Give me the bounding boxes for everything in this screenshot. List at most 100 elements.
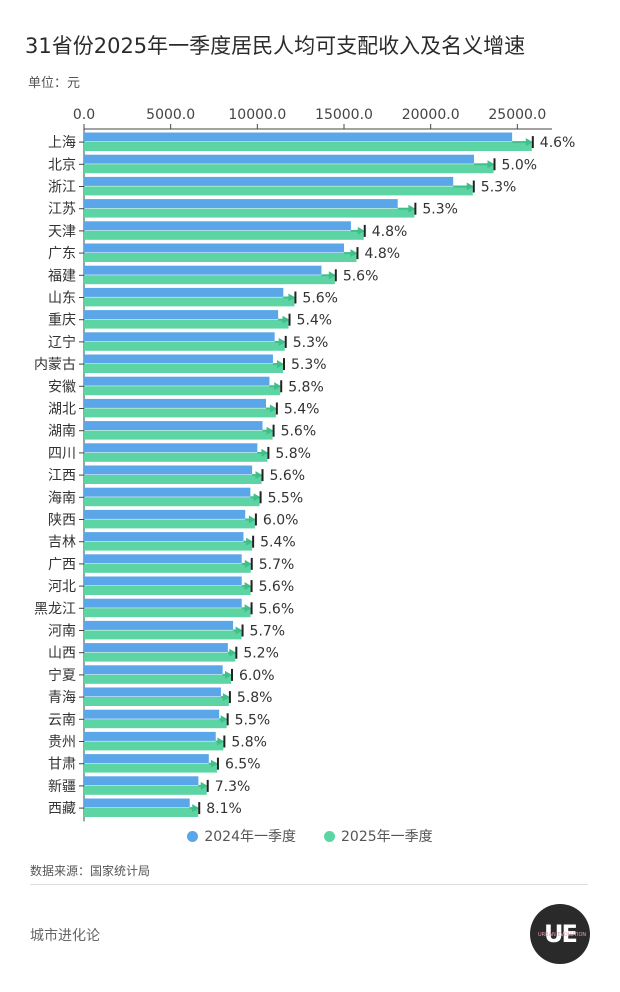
growth-arrow-head [244,559,252,568]
growth-arrow-head [248,515,256,524]
growth-label: 5.8% [288,379,324,395]
bar-2025 [84,808,199,817]
legend-swatch-2025 [324,830,335,842]
bar-2024 [84,132,513,142]
legend-item-2025[interactable]: 2025年一季度 [324,826,433,846]
growth-arrow-head [217,737,225,746]
growth-arrow-head [328,271,336,280]
brand-name: 城市进化论 [30,928,100,944]
bar-2024 [84,465,253,475]
category-label: 吉林 [48,535,76,551]
bar-2025 [84,452,268,462]
bar-2025 [84,697,229,706]
category-label: 山西 [48,646,76,662]
category-label: 四川 [48,446,76,462]
bar-2024 [84,443,258,453]
category-label: 贵州 [48,735,76,751]
category-label: 河南 [48,624,76,640]
logo-subtext: URBAN EVOLUTION [538,932,587,938]
growth-label: 5.5% [235,712,271,728]
bar-2025 [84,319,289,329]
category-label: 新疆 [48,779,76,795]
growth-label: 5.8% [275,446,311,462]
growth-label: 4.6% [540,135,576,151]
growth-arrow-head [220,715,228,724]
bar-2025 [84,741,224,751]
bar-2025 [84,630,242,640]
bar-2024 [84,310,279,320]
growth-label: 5.0% [502,157,538,173]
growth-label: 8.1% [206,801,242,817]
bar-2025 [84,364,283,373]
growth-label: 6.0% [239,668,275,684]
growth-arrow-head [229,648,237,657]
bar-2024 [84,354,273,364]
growth-label: 6.5% [225,757,261,773]
bar-2024 [84,576,242,586]
bar-2025 [84,142,532,151]
growth-label: 4.8% [372,224,408,240]
x-tick-label: 25000.0 [488,107,546,123]
brand-logo: UE URBAN EVOLUTION [530,904,590,964]
growth-arrow-head [222,693,230,702]
bar-2024 [84,709,220,719]
bar-2025 [84,164,494,174]
category-label: 天津 [48,224,76,240]
growth-arrow-head [244,604,252,613]
chart-title: 31省份2025年一季度居民人均可支配收入及名义增速 [25,34,526,58]
growth-arrow-head [350,249,358,258]
bar-2025 [84,519,255,529]
bar-2024 [84,265,322,275]
growth-arrow-head [253,493,261,502]
growth-arrow-head [255,471,263,480]
footer-divider [30,884,588,885]
growth-arrow-head [200,781,208,790]
x-tick-label: 20000.0 [402,107,460,123]
growth-label: 5.3% [422,202,458,218]
growth-label: 5.7% [259,557,295,573]
category-label: 江西 [48,468,76,484]
category-label: 甘肃 [48,757,76,773]
growth-arrow-head [274,382,282,391]
legend: 2024年一季度 2025年一季度 [0,826,620,846]
growth-label: 4.8% [364,246,400,262]
category-label: 青海 [48,690,76,706]
growth-arrow-head [408,204,416,213]
growth-label: 6.0% [263,513,299,529]
growth-arrow-head [466,182,474,191]
bar-2024 [84,798,190,808]
category-label: 西藏 [48,801,76,817]
growth-label: 5.8% [231,735,267,751]
bar-2025 [84,408,276,418]
x-tick-label: 15000.0 [315,107,373,123]
x-tick-label: 5000.0 [146,107,195,123]
bar-2024 [84,376,270,386]
category-label: 辽宁 [48,334,76,351]
category-label: 海南 [48,490,76,506]
growth-arrow-head [269,404,277,413]
bar-2024 [84,487,251,497]
bar-chart: 0.0 5000.0 10000.0 15000.0 20000.0 25000.0 上海 4… [34,107,576,822]
bar-2025 [84,275,335,285]
growth-label: 5.4% [284,402,320,418]
bar-2025 [84,341,285,351]
bar-2024 [84,643,228,653]
legend-item-2024[interactable]: 2024年一季度 [187,826,296,846]
category-label: 广东 [48,246,76,262]
legend-label-2024: 2024年一季度 [204,829,296,845]
bar-2025 [84,186,473,196]
category-label: 江苏 [48,202,76,218]
bar-2024 [84,199,398,209]
bar-2024 [84,398,266,408]
category-label: 山东 [48,291,76,307]
bar-2025 [84,253,357,262]
growth-arrow-head [276,360,284,369]
bar-2025 [84,719,227,729]
growth-arrow-head [288,293,296,302]
growth-arrow-head [235,626,243,635]
category-label: 广西 [48,557,76,573]
bar-2025 [84,430,273,440]
category-label: 湖北 [48,402,76,418]
bar-2024 [84,687,221,697]
growth-label: 5.4% [260,535,296,551]
